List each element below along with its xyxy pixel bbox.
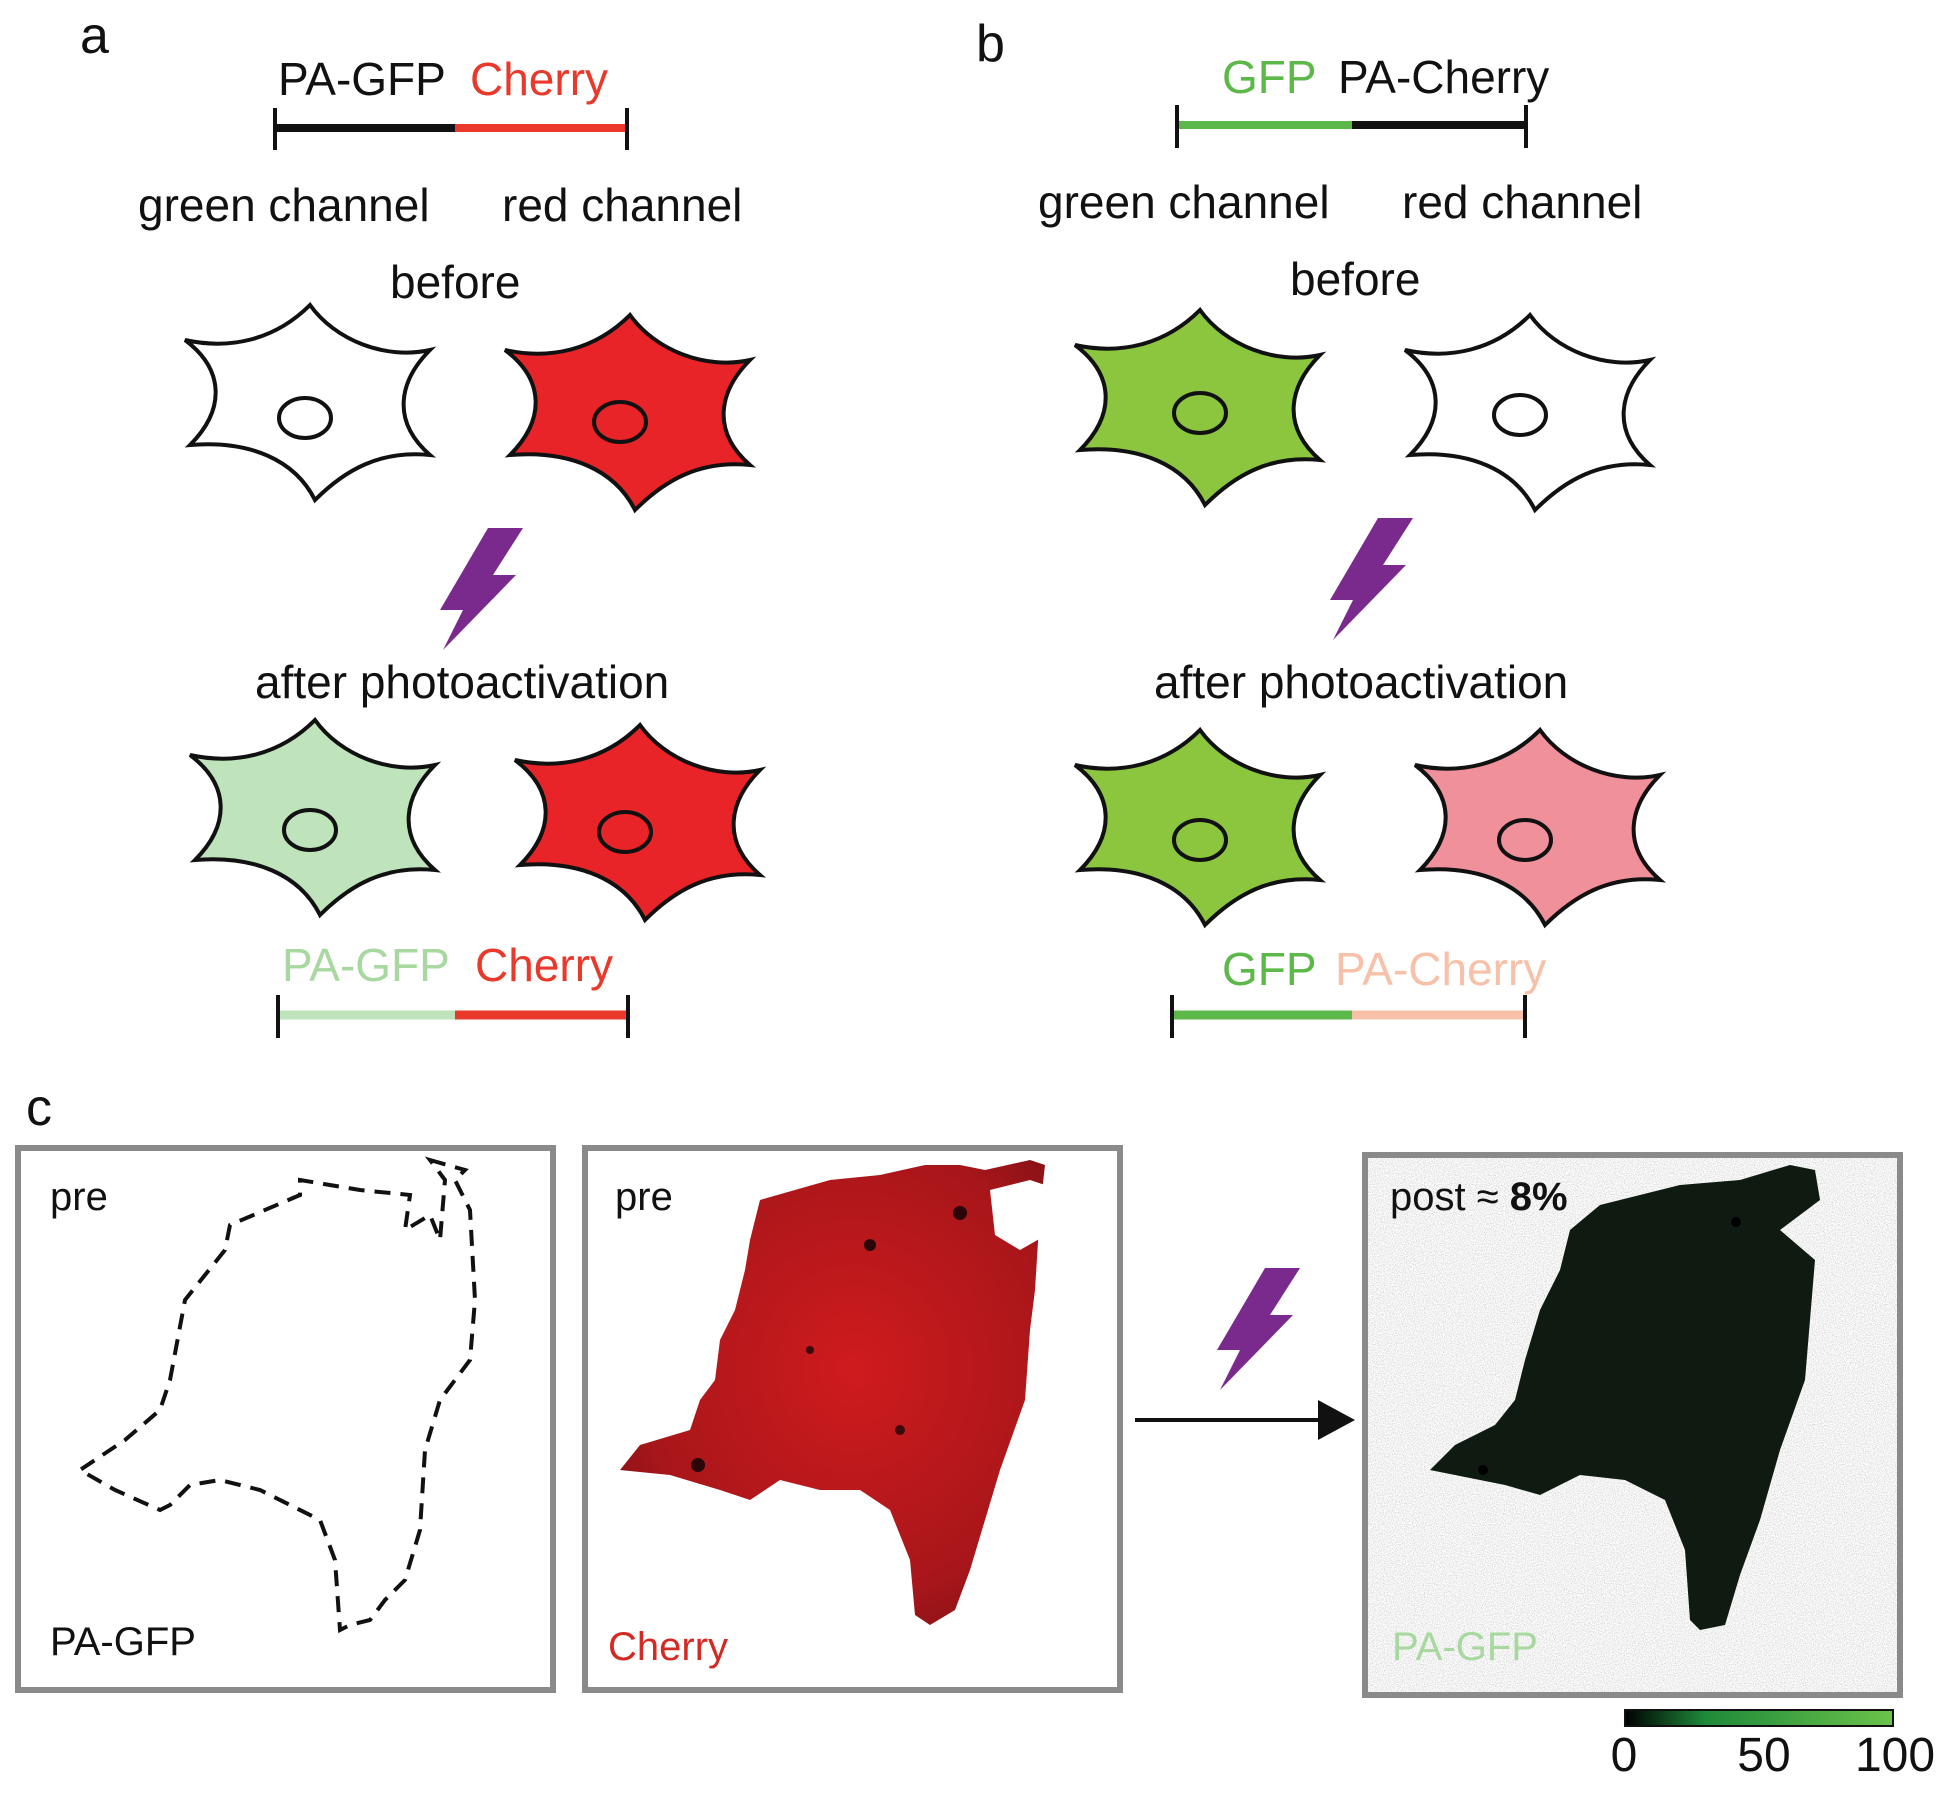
- pagfp-cell-image: [1430, 1165, 1820, 1630]
- panel-a-top-label-pagfp: PA-GFP: [278, 53, 446, 105]
- panel-b-bottom-bar: [1170, 995, 1527, 1038]
- box2-bottom-label: Cherry: [608, 1625, 729, 1669]
- panel-c-box-pagfp-pre: [15, 1145, 556, 1693]
- panel-c-box-cherry-pre: [582, 1145, 1123, 1693]
- panel-a-cell-green-after: [188, 718, 437, 917]
- panel-b-before-label: before: [1290, 253, 1421, 305]
- panel-a-before-label: before: [390, 256, 521, 308]
- panel-c-letter: c: [26, 1079, 52, 1137]
- panel-a-letter: a: [80, 7, 109, 65]
- panel-b-green-channel-label: green channel: [1038, 176, 1330, 228]
- box2-top-label: pre: [615, 1175, 673, 1219]
- panel-b-top-label-pacherry: PA-Cherry: [1338, 51, 1550, 103]
- panel-a-cell-green-before: [183, 303, 432, 502]
- box3-top-label-prefix: post ≈: [1390, 1175, 1510, 1219]
- panel-a-green-channel-label: green channel: [138, 179, 430, 231]
- panel-b-after-label: after photoactivation: [1154, 656, 1569, 708]
- panel-a-top-bar: [273, 108, 629, 150]
- panel-a-bottom-bar: [276, 995, 630, 1038]
- panel-a-lightning-icon: [440, 528, 523, 650]
- panel-b-bottom-label-pacherry: PA-Cherry: [1335, 943, 1547, 995]
- panel-b-lightning-icon: [1330, 518, 1413, 640]
- panel-c-box-pagfp-post: [1362, 1152, 1903, 1727]
- panel-a-bottom-label-pagfp: PA-GFP: [282, 939, 450, 991]
- panel-a-bottom-label-cherry: Cherry: [475, 939, 614, 991]
- panel-a-cell-red-before: [503, 313, 752, 512]
- cell-outline-dashed: [76, 1156, 478, 1634]
- colorbar: [1624, 1709, 1894, 1727]
- panel-b-red-channel-label: red channel: [1402, 176, 1643, 228]
- colorbar-tick-0: 0: [1610, 1729, 1638, 1782]
- panel-a-after-label: after photoactivation: [255, 656, 670, 708]
- panel-b-cell-red-after: [1413, 728, 1662, 927]
- panel-c-lightning-icon: [1217, 1268, 1300, 1390]
- panel-a-top-label-cherry: Cherry: [470, 53, 609, 105]
- panel-b-top-label-gfp: GFP: [1222, 51, 1317, 103]
- panel-c-photoactivation-arrow: [1135, 1400, 1355, 1440]
- panel-b-letter: b: [976, 15, 1005, 73]
- panel-b-cell-green-after: [1073, 728, 1322, 927]
- panel-b-top-bar: [1175, 105, 1528, 148]
- cherry-cell-image: [620, 1160, 1045, 1625]
- colorbar-tick-100: 100: [1854, 1729, 1936, 1782]
- colorbar-tick-50: 50: [1737, 1729, 1791, 1782]
- box1-top-label: pre: [50, 1175, 108, 1219]
- box3-top-label: post ≈ 8%: [1390, 1175, 1568, 1220]
- box3-top-label-value: 8%: [1509, 1175, 1568, 1219]
- box1-bottom-label: PA-GFP: [50, 1620, 196, 1664]
- panel-b-bottom-label-gfp: GFP: [1222, 943, 1317, 995]
- panel-b-cell-green-before: [1073, 308, 1322, 507]
- panel-a-red-channel-label: red channel: [502, 179, 743, 231]
- panel-a-cell-red-after: [513, 723, 762, 922]
- panel-b-cell-red-before: [1403, 313, 1652, 512]
- box3-bottom-label: PA-GFP: [1392, 1625, 1538, 1669]
